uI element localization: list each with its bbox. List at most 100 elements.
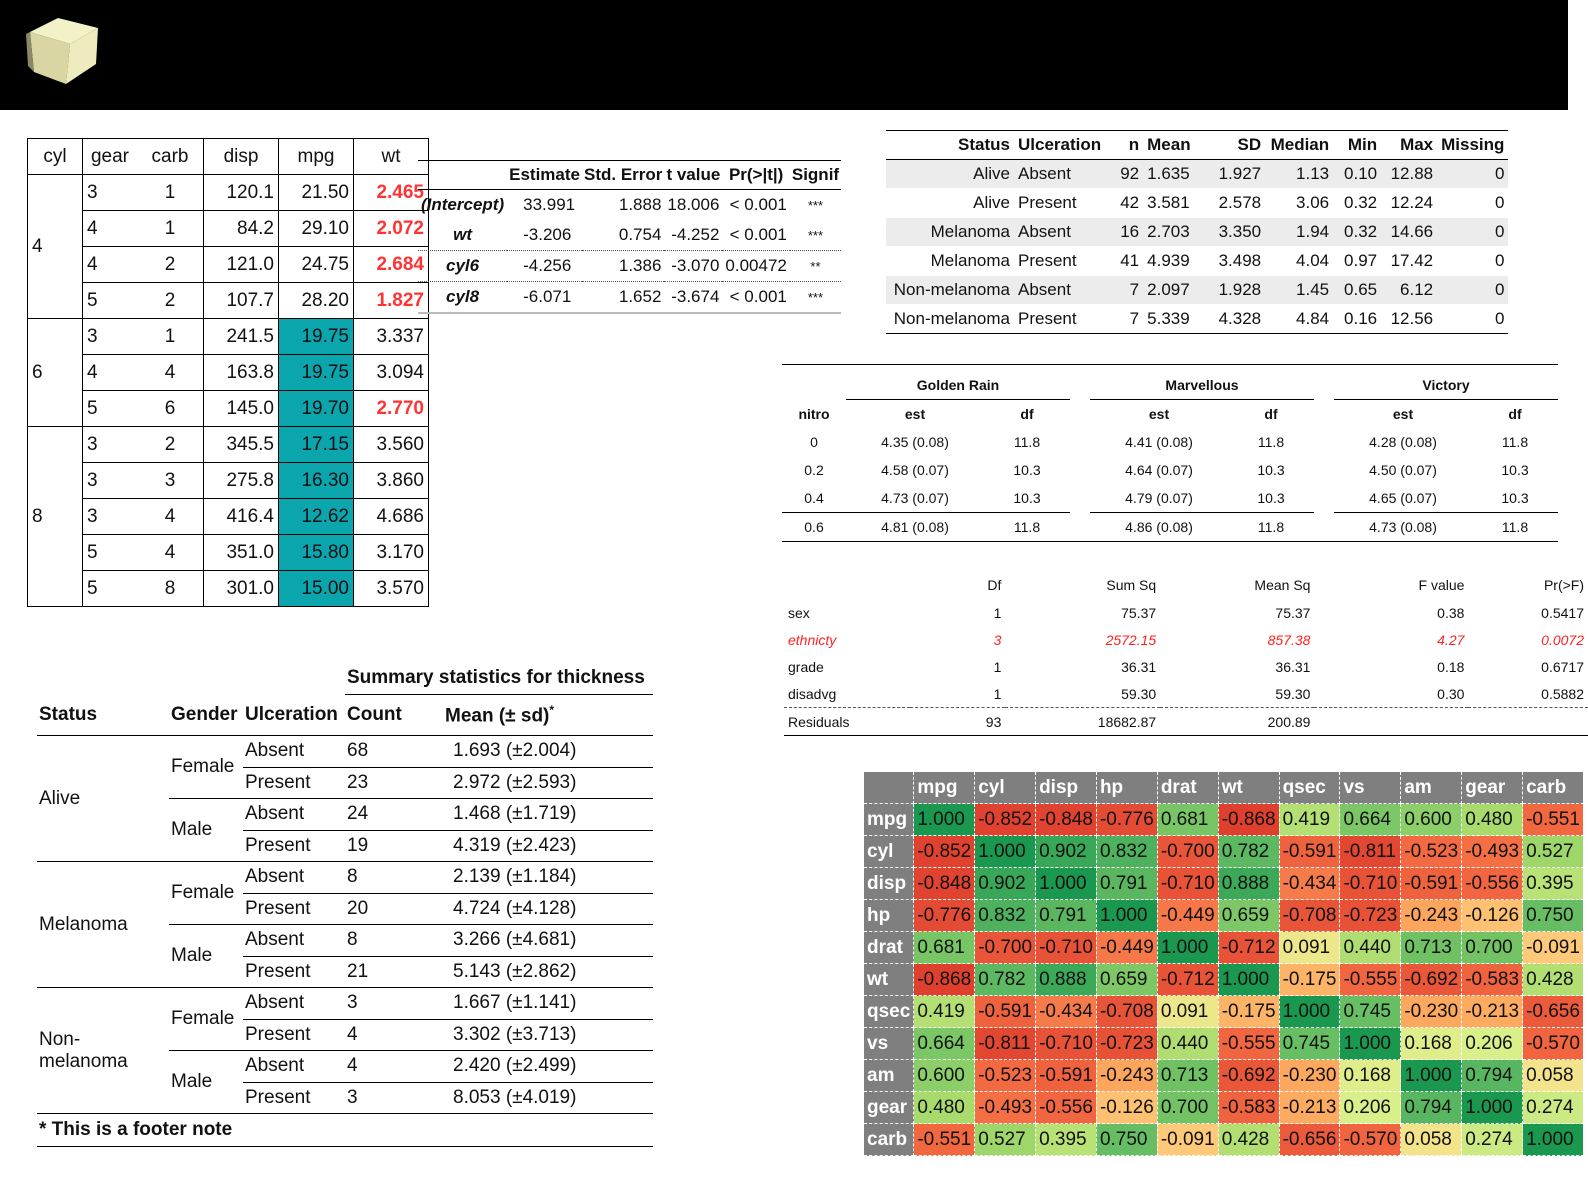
correlation-cell: -0.243	[1400, 899, 1463, 932]
f-value-cell: 4.27	[1437, 631, 1465, 648]
column-header: disp	[1035, 772, 1097, 804]
correlation-cell: 0.480	[913, 1091, 976, 1124]
ulceration-cell: Absent	[243, 1050, 345, 1083]
t-value-cell: -3.674	[664, 281, 723, 314]
carb-cell: 4	[137, 354, 204, 391]
df-cell: 11.8	[1501, 434, 1529, 450]
cell: 0.65	[1333, 275, 1382, 305]
correlation-cell: 0.782	[974, 963, 1037, 996]
df-cell: 11.8	[1472, 512, 1558, 542]
cell: 4.84	[1265, 304, 1334, 334]
column-header: Gender	[169, 694, 243, 736]
mean-sq-cell: 857.38	[1267, 631, 1311, 648]
signif-cell: ***	[807, 197, 824, 213]
mean-sd-cell: 2.972 (±2.593)	[443, 767, 653, 799]
cell: 7	[1105, 275, 1144, 305]
est-cell: 4.58 (0.07)	[881, 462, 949, 478]
p-value-cell	[1468, 707, 1588, 736]
cyl-cell: 6	[27, 318, 83, 427]
correlation-cell: 0.091	[1279, 931, 1341, 964]
table-row: Alive Present 42 3.581 2.578 3.06 0.32 12.24 0	[886, 188, 1509, 218]
cell: 0.32	[1333, 217, 1382, 247]
mpg-cell: 19.70	[278, 390, 354, 427]
correlation-cell: -0.523	[1400, 835, 1463, 868]
cell: 0	[1437, 246, 1509, 276]
est-cell: 4.28 (0.08)	[1369, 434, 1437, 450]
row-header: hp	[864, 899, 915, 932]
signif-cell: ***	[789, 220, 842, 251]
p-value-cell: 0.0072	[1541, 631, 1584, 648]
column-header: wt	[353, 138, 429, 175]
correlation-cell: -0.852	[974, 803, 1037, 836]
nitro-cell: 0.4	[804, 490, 824, 506]
row-header: qsec	[864, 995, 915, 1028]
count-cell: 23	[345, 767, 443, 799]
table-row: 0.2 4.58 (0.07) 10.3 4.64 (0.07) 10.3 4.50 (0…	[782, 456, 1558, 484]
count-cell: 21	[345, 956, 443, 988]
count-cell: 20	[345, 893, 443, 925]
correlation-cell: 0.600	[913, 1059, 976, 1092]
correlation-cell: 0.782	[1218, 835, 1280, 868]
thickness-summary-table: Summary statistics for thickness Status Ge…	[37, 662, 653, 1147]
df-cell: 10.3	[1013, 490, 1041, 506]
cell: 3.06	[1265, 188, 1334, 218]
column-header: Status	[886, 130, 1014, 160]
correlation-cell: 0.600	[1400, 803, 1463, 836]
column-header: df	[1020, 406, 1034, 422]
est-cell: 4.41 (0.08)	[1125, 434, 1193, 450]
table-row: qsec 0.419 -0.591 -0.434 -0.708 0.091 -0.175 1.…	[864, 995, 1584, 1028]
cell: 5.339	[1143, 304, 1202, 334]
correlation-cell: -0.776	[1096, 803, 1158, 836]
mean-sd-cell: 4.724 (±4.128)	[443, 893, 653, 925]
correlation-cell: 0.395	[1522, 867, 1584, 900]
cyl-cell: 4	[27, 174, 83, 319]
correlation-cell: 0.902	[1035, 835, 1097, 868]
correlation-cell: 0.750	[1096, 1123, 1158, 1156]
correlation-cell: 0.794	[1461, 1059, 1524, 1092]
cell: 1.928	[1201, 275, 1266, 305]
ulceration-cell: Absent	[243, 987, 345, 1020]
cell: Melanoma	[886, 246, 1014, 276]
correlation-cell: 0.713	[1157, 1059, 1219, 1092]
correlation-cell: -0.449	[1096, 931, 1158, 964]
caption-row: Summary statistics for thickness	[37, 662, 653, 695]
correlation-cell: 1.000	[1035, 867, 1097, 900]
table-row: 5 6 145.0 19.70 2.770	[28, 390, 429, 427]
p-value-cell: 0.6717	[1541, 658, 1584, 675]
correlation-cell: -0.848	[913, 867, 976, 900]
correlation-cell: -0.555	[1339, 963, 1402, 996]
table-row: 4 1 84.2 29.10 2.072	[28, 210, 429, 247]
wt-cell: 3.860	[353, 462, 429, 499]
nitro-cell: 0.2	[804, 462, 824, 478]
column-header: am	[1400, 772, 1463, 804]
disp-cell: 275.8	[203, 462, 279, 499]
correlation-cell: 0.745	[1279, 1027, 1341, 1060]
table-row: (Intercept) 33.991 1.888 18.006 < 0.001 ***	[418, 190, 841, 221]
correlation-cell: 1.000	[1157, 931, 1219, 964]
p-value-cell: 0.00472	[722, 250, 790, 282]
gender-cell: Female	[169, 735, 243, 799]
column-header: df	[1508, 406, 1522, 422]
header-row: Status Gender Ulceration Count Mean (± sd)*	[37, 694, 653, 736]
mpg-cell: 16.30	[278, 462, 354, 499]
cell: 41	[1105, 246, 1144, 276]
group-header-row: Golden Rain Marvellous Victory	[782, 371, 1558, 400]
correlation-cell: -0.091	[1157, 1123, 1219, 1156]
column-header: carb	[137, 138, 204, 175]
correlation-cell: -0.811	[974, 1027, 1037, 1060]
status-cell: Non-melanoma	[37, 987, 169, 1114]
correlation-cell: 0.791	[1035, 899, 1097, 932]
table-row: am 0.600 -0.523 -0.591 -0.243 0.713 -0.692 -0.2…	[864, 1059, 1584, 1092]
cell: Absent	[1014, 217, 1106, 247]
column-header: Count	[345, 694, 443, 736]
carb-cell: 4	[137, 498, 204, 535]
correlation-cell: 0.664	[1339, 803, 1402, 836]
correlation-cell: -0.712	[1218, 931, 1280, 964]
gear-cell: 3	[82, 174, 137, 211]
table-row: disadvg 1 59.30 59.30 0.30 0.5882	[784, 680, 1588, 708]
correlation-cell: -0.852	[913, 835, 976, 868]
correlation-cell: 0.681	[1157, 803, 1219, 836]
cell: Melanoma	[886, 217, 1014, 247]
gender-cell: Female	[169, 987, 243, 1051]
corner-header	[864, 772, 915, 804]
